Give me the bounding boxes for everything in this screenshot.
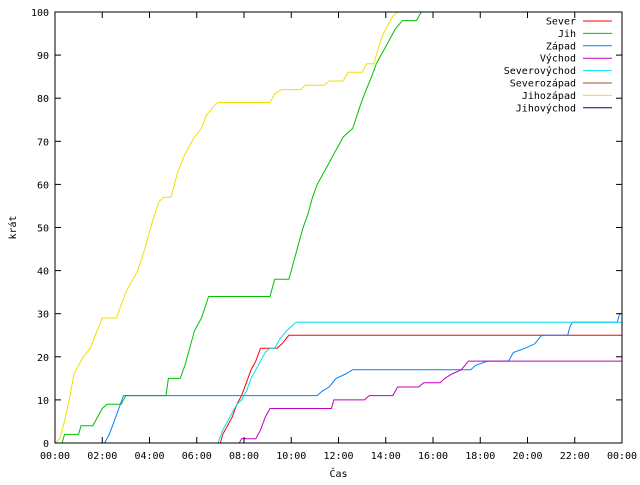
legend-label: Západ bbox=[546, 40, 576, 52]
series-line-4 bbox=[55, 360, 622, 444]
x-tick-label: 18:00 bbox=[465, 451, 495, 462]
x-tick-label: 16:00 bbox=[418, 451, 448, 462]
x-tick-label: 00:00 bbox=[40, 451, 70, 462]
series-layer bbox=[54, 11, 622, 444]
x-tick-label: 12:00 bbox=[323, 451, 353, 462]
y-tick-label: 20 bbox=[37, 353, 49, 364]
x-tick-label: 08:00 bbox=[229, 451, 259, 462]
legend-label: Jihozápad bbox=[522, 90, 576, 102]
series-line-1 bbox=[55, 334, 622, 444]
x-tick-label: 02:00 bbox=[87, 451, 117, 462]
y-tick-label: 40 bbox=[37, 267, 49, 278]
y-tick-label: 90 bbox=[37, 51, 49, 62]
series-line-5 bbox=[55, 321, 622, 444]
y-axis-label: krát bbox=[7, 215, 19, 239]
series-line-2 bbox=[55, 11, 622, 444]
y-tick-label: 100 bbox=[31, 8, 49, 19]
series-line-3 bbox=[55, 313, 622, 444]
legend-label: Jihovýchod bbox=[516, 102, 576, 114]
x-tick-label: 14:00 bbox=[371, 451, 401, 462]
x-tick-label: 00:00 bbox=[607, 451, 637, 462]
x-axis-label: Čas bbox=[329, 467, 347, 480]
y-tick-label: 10 bbox=[37, 396, 49, 407]
y-tick-label: 0 bbox=[43, 439, 49, 450]
ticks-layer: 00:00 02:00 04:00 06:00 08:00 10:00 12:00 14:00… bbox=[31, 8, 637, 462]
y-tick-label: 50 bbox=[37, 224, 49, 235]
legend-label: Východ bbox=[540, 53, 576, 65]
legend-label: Jih bbox=[558, 29, 576, 40]
y-tick-label: 70 bbox=[37, 137, 49, 148]
x-tick-label: 10:00 bbox=[276, 451, 306, 462]
series-line-7 bbox=[54, 11, 622, 444]
y-tick-label: 60 bbox=[37, 180, 49, 191]
legend: SeverJihZápadVýchodSeverovýchodSeverozáp… bbox=[504, 17, 612, 114]
y-tick-label: 80 bbox=[37, 94, 49, 105]
legend-label: Severovýchod bbox=[504, 65, 576, 77]
x-tick-label: 06:00 bbox=[182, 451, 212, 462]
y-tick-label: 30 bbox=[37, 310, 49, 321]
x-tick-label: 20:00 bbox=[512, 451, 542, 462]
x-tick-label: 22:00 bbox=[560, 451, 590, 462]
legend-label: Severozápad bbox=[510, 78, 576, 90]
x-tick-label: 04:00 bbox=[134, 451, 164, 462]
legend-label: Sever bbox=[546, 17, 576, 28]
